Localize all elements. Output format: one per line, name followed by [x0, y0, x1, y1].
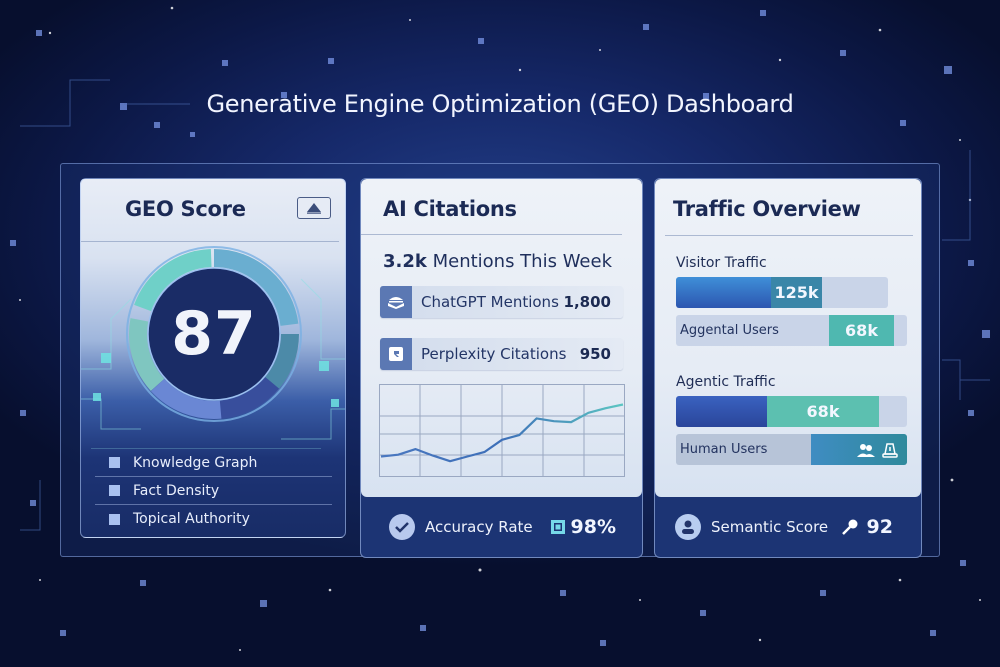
mentions-value: 3.2k — [383, 251, 427, 272]
factor-item: Topical Authority — [95, 505, 332, 533]
human-users-bar: Human Users — [676, 434, 907, 465]
factor-label: Knowledge Graph — [133, 454, 258, 471]
title-divider — [81, 241, 339, 242]
agentic-traffic-bar: 68k — [676, 396, 907, 427]
title-divider — [361, 234, 622, 235]
factor-list: Knowledge Graph Fact Density Topical Aut… — [95, 449, 332, 533]
chart-line — [380, 403, 624, 463]
geo-score-card: GEO Score 87 Knowledge Graph Fac — [80, 178, 346, 538]
aggental-users-label: Aggental Users — [680, 323, 779, 338]
factor-item: Knowledge Graph — [95, 449, 332, 477]
geo-score-title: GEO Score — [125, 197, 246, 221]
accuracy-rate-footer: Accuracy Rate 98% — [361, 497, 642, 557]
factor-item: Fact Density — [95, 477, 332, 505]
perplexity-citations-row[interactable]: Perplexity Citations 950 — [380, 338, 623, 370]
agentic-traffic-value: 68k — [767, 396, 879, 427]
human-users-label: Human Users — [680, 442, 768, 457]
human-users-fill — [811, 434, 907, 465]
traffic-overview-card: Traffic Overview Visitor Traffic 125k Ag… — [654, 178, 922, 558]
visitor-traffic-bar: 125k — [676, 277, 888, 308]
semantic-score-label: Semantic Score — [711, 518, 829, 536]
title-divider — [665, 235, 913, 236]
bullet-square-icon — [109, 485, 120, 496]
visitor-traffic-value: 125k — [771, 277, 822, 308]
bullet-square-icon — [109, 513, 120, 525]
semantic-score-footer: Semantic Score 92 — [655, 497, 921, 557]
collapse-button[interactable] — [297, 197, 331, 219]
weekly-mentions: 3.2k Mentions This Week — [383, 251, 612, 272]
ai-citations-title: AI Citations — [383, 197, 517, 221]
alert-bell-icon — [882, 442, 898, 458]
bar-fill — [676, 277, 771, 308]
key-icon — [841, 519, 858, 535]
page-title: Generative Engine Optimization (GEO) Das… — [206, 90, 794, 118]
mentions-line-chart — [379, 384, 625, 477]
circuit-decoration — [81, 278, 345, 449]
mentions-label: Mentions This Week — [432, 251, 613, 272]
bullet-square-icon — [109, 457, 120, 468]
source-label: ChatGPT Mentions — [421, 293, 559, 311]
source-label: Perplexity Citations — [421, 345, 567, 363]
factor-label: Topical Authority — [133, 511, 250, 527]
semantic-score-value: 92 — [866, 516, 893, 538]
stacked-layers-icon — [380, 286, 412, 318]
perplexity-icon — [380, 338, 412, 370]
traffic-overview-title: Traffic Overview — [673, 197, 861, 221]
triangle-up-icon — [307, 203, 321, 214]
visitor-traffic-label: Visitor Traffic — [676, 255, 767, 271]
agentic-traffic-label: Agentic Traffic — [676, 374, 776, 390]
checkmark-icon — [389, 514, 415, 540]
aggental-users-value: 68k — [829, 315, 894, 346]
source-value: 1,800 — [563, 293, 611, 311]
accuracy-rate-value: 98% — [570, 516, 616, 538]
user-icon — [675, 514, 701, 540]
square-badge-icon — [550, 520, 565, 534]
factor-label: Fact Density — [133, 482, 220, 499]
aggental-users-bar: Aggental Users 68k — [676, 315, 907, 346]
bar-fill — [676, 396, 767, 427]
ai-citations-card: AI Citations 3.2k Mentions This Week Cha… — [360, 178, 643, 558]
geo-score-value: 87 — [171, 299, 257, 369]
users-group-icon — [857, 443, 875, 457]
chatgpt-mentions-row[interactable]: ChatGPT Mentions 1,800 — [380, 286, 623, 318]
source-value: 950 — [579, 345, 611, 363]
accuracy-rate-label: Accuracy Rate — [425, 518, 533, 536]
score-gauge — [126, 246, 302, 422]
